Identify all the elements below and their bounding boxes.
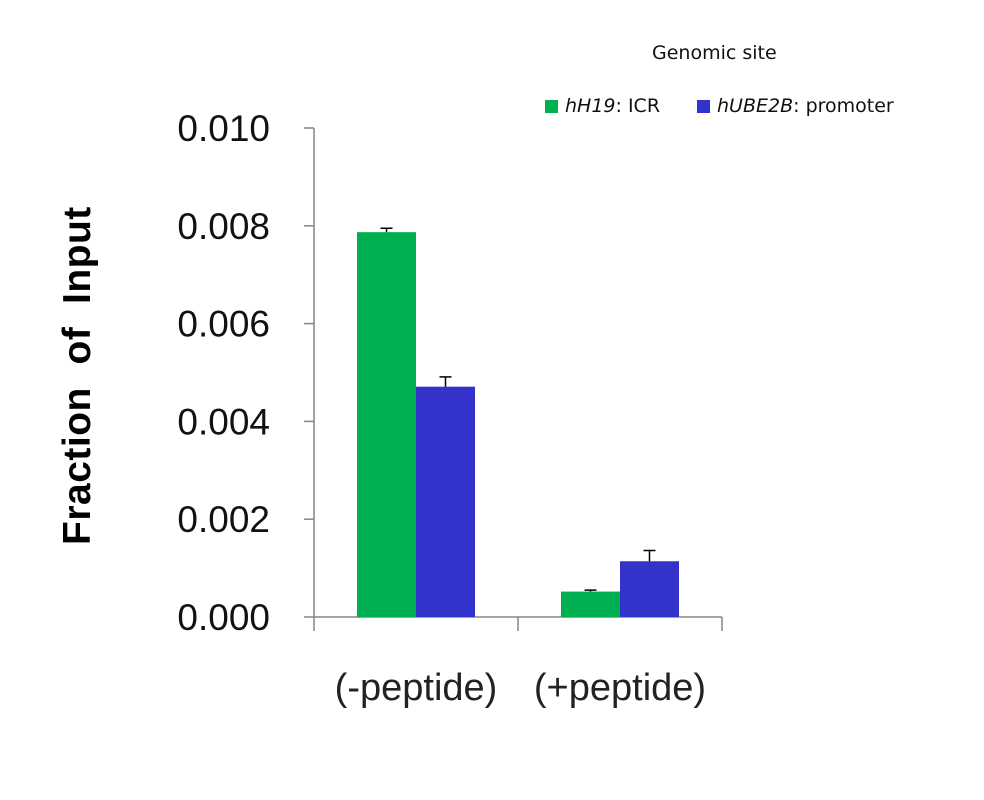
legend-label-hube2b-gene: hUBE2B [717,95,794,117]
legend-item-hube2b: hUBE2B : promoter [697,95,894,117]
y-axis-label: Fraction of Input [56,206,99,545]
legend-label-hh19-site: : ICR [615,95,661,117]
bar-hube2b-2 [620,561,679,617]
legend-title: Genomic site [652,42,777,64]
bar-hube2b-1 [416,386,475,617]
legend-swatch-hube2b [697,99,710,113]
y-tick-label: 0.006 [177,304,270,345]
y-tick-label: 0.008 [177,206,270,247]
legend-label-hh19-gene: hH19 [565,95,616,117]
bar-hh19-2 [561,591,620,617]
y-tick-label: 0.000 [177,597,270,638]
legend-swatch-hh19 [545,99,558,113]
x-category-label: (+peptide) [534,667,706,709]
legend-label-hube2b-site: : promoter [793,95,894,117]
x-category-label: (-peptide) [335,667,498,709]
y-tick-label: 0.004 [177,401,270,442]
y-tick-label: 0.010 [177,108,270,149]
y-tick-label: 0.002 [177,499,270,540]
legend-item-hh19: hH19 : ICR [545,95,660,117]
bar-hh19-1 [357,232,416,618]
